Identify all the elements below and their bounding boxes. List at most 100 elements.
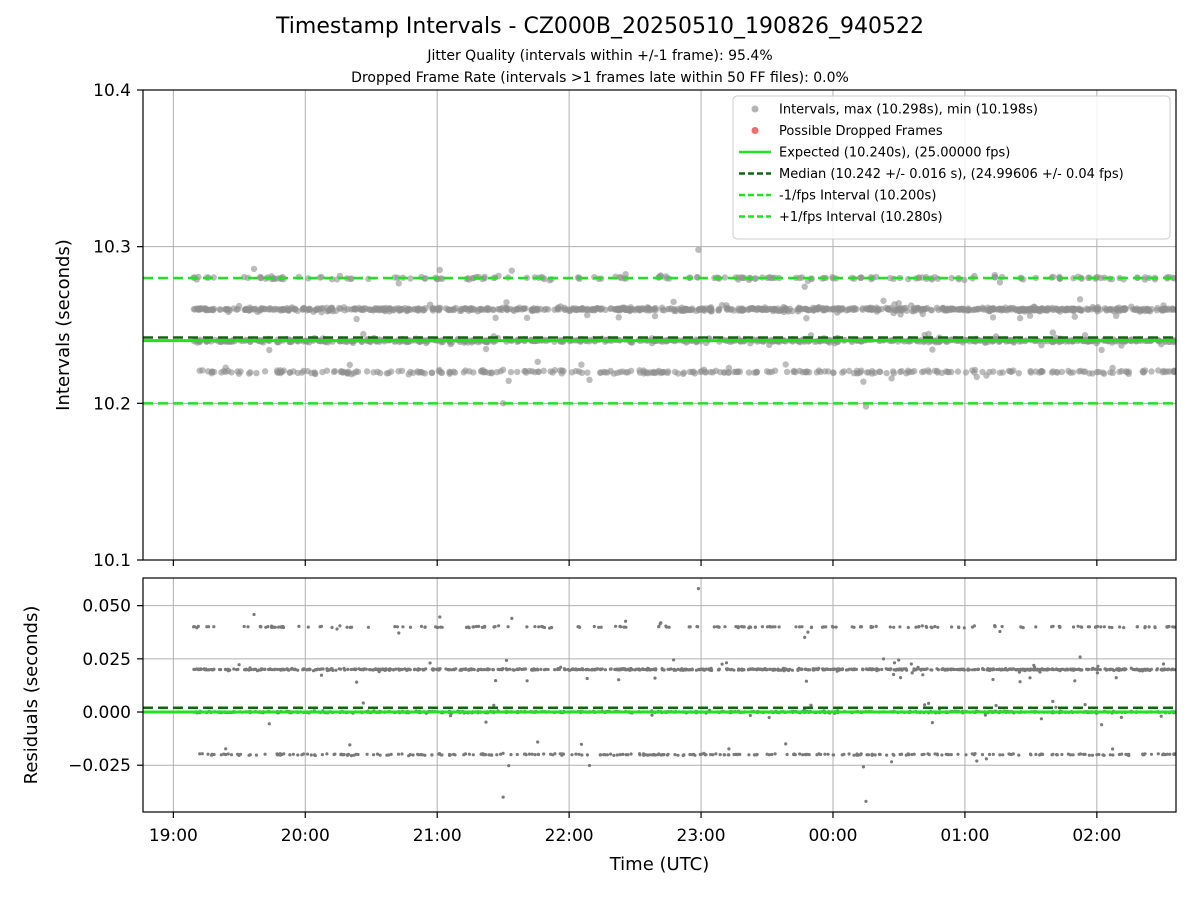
data-point [1028,752,1033,756]
data-point [840,753,844,757]
data-point [290,368,297,375]
data-point [1098,346,1105,354]
data-point [363,368,371,375]
data-point [419,624,423,629]
data-point [1076,296,1084,303]
data-point [1098,668,1102,672]
data-point [962,668,967,672]
extreme-point [696,587,701,591]
data-point [272,625,276,629]
data-point [571,667,575,671]
data-point [802,368,809,376]
data-point [784,742,788,746]
data-point [1055,753,1059,757]
data-point [809,625,814,629]
data-point [1095,671,1099,675]
data-point [200,752,204,756]
data-point [1026,668,1030,672]
data-point [740,306,748,314]
data-point [1115,308,1123,315]
data-point [597,369,604,376]
data-point [912,667,916,671]
data-point [851,306,858,313]
data-point [435,625,439,630]
data-point [1011,667,1015,671]
data-point [698,752,702,757]
data-point [691,370,699,377]
data-point [1145,667,1149,672]
data-point [852,753,856,757]
data-point [855,753,859,757]
data-point [1029,667,1033,671]
data-point [670,298,677,305]
data-point [444,306,452,313]
data-point [831,667,835,672]
data-point [396,752,401,756]
data-point [533,753,537,757]
data-point [378,753,382,757]
data-point [979,304,986,311]
data-point [469,667,473,671]
data-point [629,666,633,671]
data-point [676,667,680,671]
data-point [585,753,590,757]
data-point [415,369,422,376]
data-point [1097,274,1105,282]
data-point [954,368,962,375]
data-point [650,713,654,717]
data-point [1155,668,1159,672]
data-point [936,625,940,629]
data-point [512,668,516,672]
data-point [776,668,780,672]
data-point [815,303,822,311]
data-point [210,753,214,757]
data-point [319,368,326,376]
data-point [581,668,585,672]
data-point [712,625,716,629]
data-point [617,678,621,682]
data-point [686,368,694,375]
data-point [732,368,740,375]
data-point [971,366,979,374]
data-point [495,753,499,757]
data-point [253,369,260,377]
data-point [986,667,990,671]
data-point [590,667,594,672]
data-point [798,625,802,629]
data-point [845,367,853,375]
data-point [622,306,629,313]
data-point [910,671,914,675]
data-point [904,753,908,757]
data-point [935,753,940,757]
data-point [815,753,819,757]
x-tick-label: 02:00 [1072,826,1121,846]
data-point [1166,668,1170,672]
data-point [938,306,946,313]
data-point [726,753,730,757]
y-axis-label: Intervals (seconds) [53,239,74,411]
data-point [917,307,925,314]
data-point [755,752,759,757]
data-point [435,306,442,313]
data-point [574,752,578,756]
data-point [1169,668,1173,672]
data-point [918,368,926,376]
y-tick-label: −0.025 [68,756,131,776]
data-point [838,667,842,671]
data-point [252,612,256,617]
data-point [523,314,531,321]
data-point [1078,306,1086,314]
data-point [930,721,935,725]
data-point [1010,304,1017,312]
data-point [1063,668,1068,672]
data-point [629,752,633,756]
legend-box [732,95,1171,240]
data-point [950,625,954,629]
data-point [219,753,223,757]
data-point [254,753,258,757]
data-point [272,668,276,672]
y-axis-label: Residuals (seconds) [21,606,42,785]
data-point [995,667,999,672]
data-point [1161,667,1165,672]
data-point [634,667,639,671]
